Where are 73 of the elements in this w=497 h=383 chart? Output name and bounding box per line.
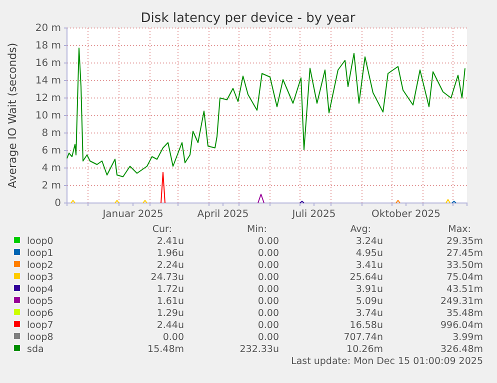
text: 10.26m <box>346 344 383 355</box>
text: 24.73u <box>150 272 184 283</box>
text: 0.00 <box>258 296 279 307</box>
text: 2.44u <box>156 320 184 331</box>
text: 5.09u <box>356 296 383 307</box>
text: 29.35m <box>446 236 483 247</box>
text: 75.04m <box>446 272 483 283</box>
y-tick-label: 8 m <box>42 128 61 140</box>
text: 0.00 <box>162 332 184 343</box>
x-tick-label: Januar 2025 <box>102 209 164 220</box>
legend-label: loop6 <box>27 308 54 319</box>
legend-label: loop8 <box>27 332 54 343</box>
text: 1.72u <box>156 284 184 295</box>
text: 1.96u <box>156 248 184 259</box>
text: 4.95u <box>356 248 383 259</box>
text: 35.48m <box>446 308 483 319</box>
y-axis-title: Average IO Wait (seconds) <box>6 42 19 188</box>
text: Max: <box>448 224 471 235</box>
legend-label: loop1 <box>27 248 54 259</box>
text: 707.74n <box>344 332 383 343</box>
x-tick-label: Oktober 2025 <box>372 209 440 220</box>
text: 0.00 <box>258 236 279 247</box>
text: 3.91u <box>356 284 383 295</box>
x-tick-label: Juli 2025 <box>291 209 336 220</box>
text: 3.74u <box>356 308 383 319</box>
y-tick-label: 20 m <box>35 23 61 34</box>
legend-label: loop3 <box>27 272 54 283</box>
text: 27.45m <box>446 248 483 259</box>
y-tick-label: 14 m <box>35 76 61 87</box>
text: 0.00 <box>258 308 279 319</box>
text: 249.31m <box>440 296 483 307</box>
legend-label: loop2 <box>27 260 54 271</box>
text: 33.50m <box>446 260 483 271</box>
legend-label: loop4 <box>27 284 54 295</box>
text: 0.00 <box>258 272 279 283</box>
text: 2.41u <box>156 236 184 247</box>
text: Avg: <box>350 224 371 235</box>
y-tick-label: 12 m <box>35 93 61 104</box>
text: Cur: <box>152 224 172 235</box>
legend-label: loop5 <box>27 296 54 307</box>
text: 3.24u <box>356 236 383 247</box>
text: 996.04m <box>440 320 483 331</box>
line-series <box>66 48 466 178</box>
text: 1.29u <box>156 308 184 319</box>
y-tick-label: 18 m <box>35 40 61 52</box>
text: 16.58u <box>350 320 383 331</box>
text: 0.00 <box>258 320 279 331</box>
text: 326.48m <box>440 344 483 355</box>
legend-label: sda <box>27 344 44 355</box>
y-tick-label: 0 <box>54 198 61 210</box>
text: 232.33u <box>240 344 279 355</box>
legend-label: loop0 <box>27 236 54 247</box>
chart-title: Disk latency per device - by year <box>140 11 356 26</box>
text: 0.00 <box>258 332 279 343</box>
y-tick-label: 4 m <box>42 163 61 174</box>
text: 25.64u <box>350 272 383 283</box>
text: 43.51m <box>446 284 483 295</box>
y-tick-label: 10 m <box>35 110 61 122</box>
text: 3.99m <box>452 332 483 343</box>
y-tick-label: 2 m <box>42 180 61 192</box>
text: 3.41u <box>356 260 383 271</box>
text: 15.48m <box>148 344 184 355</box>
y-tick-label: 16 m <box>35 58 61 70</box>
text: Last update: Mon Dec 15 01:00:09 2025 <box>291 356 483 367</box>
text: 2.24u <box>156 260 184 271</box>
text: 0.00 <box>258 260 279 271</box>
legend-label: loop7 <box>27 320 54 331</box>
text: 1.61u <box>156 296 184 307</box>
text: 0.00 <box>258 248 279 259</box>
x-tick-label: April 2025 <box>197 209 249 220</box>
text: Min: <box>246 224 267 235</box>
y-tick-label: 6 m <box>42 146 61 157</box>
text: 0.00 <box>258 284 279 295</box>
